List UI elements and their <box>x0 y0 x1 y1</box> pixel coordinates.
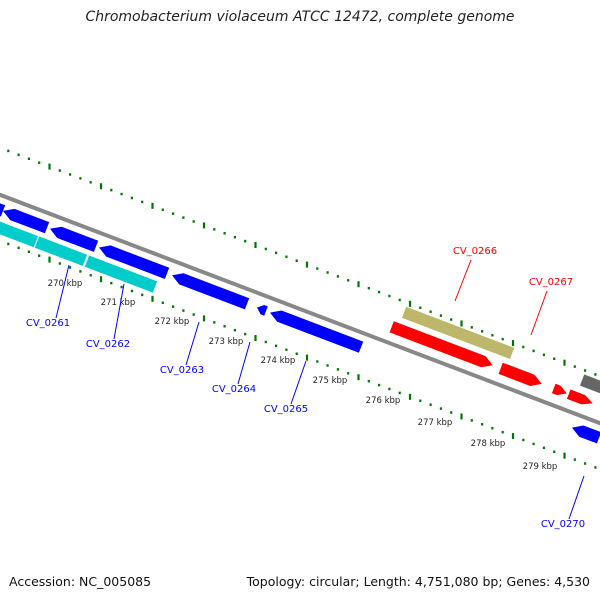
other-feature <box>580 374 600 394</box>
forward-cds-feature <box>498 362 542 386</box>
gene-label: CV_0262 <box>86 339 130 350</box>
label-leader-line <box>55 264 70 319</box>
label-leader-line <box>454 259 472 302</box>
label-leader-line <box>185 321 200 366</box>
rna-feature <box>0 221 39 248</box>
gc-ticks <box>7 149 597 469</box>
ruler-label: 275 kbp <box>313 376 348 386</box>
ruler-label: 270 kbp <box>48 279 83 289</box>
ruler-label: 272 kbp <box>155 317 190 327</box>
ruler-label: 273 kbp <box>209 337 244 347</box>
rna-feature <box>34 236 88 266</box>
reverse-cds-feature <box>3 208 50 234</box>
genome-title: Chromobacterium violaceum ATCC 12472, co… <box>85 9 515 25</box>
ruler-label: 279 kbp <box>523 462 558 472</box>
label-leader-line <box>530 290 548 336</box>
reverse-cds-feature <box>172 273 250 310</box>
gene-features <box>0 203 600 444</box>
forward-cds-feature <box>389 321 493 368</box>
gene-label: CV_0261 <box>26 318 70 329</box>
ruler-label: 278 kbp <box>471 439 506 449</box>
reverse-cds-feature <box>572 425 600 444</box>
reverse-cds-feature <box>0 203 6 217</box>
ruler-label: 274 kbp <box>261 356 296 366</box>
gene-labels: CV_0261 CV_0262 CV_0263 CV_0264 CV_0265 CV_02… <box>26 246 585 530</box>
reverse-cds-feature <box>99 245 170 279</box>
forward-cds-feature <box>551 383 567 396</box>
accession-text: Accession: NC_005085 <box>9 574 152 589</box>
gene-label: CV_0265 <box>264 404 308 415</box>
label-leader-line <box>113 283 125 340</box>
label-leader-line <box>290 360 307 405</box>
reverse-cds-feature <box>50 226 99 252</box>
ruler-labels: 270 kbp 271 kbp 272 kbp 273 kbp 274 kbp 275 k… <box>48 279 558 472</box>
label-leader-line <box>237 341 251 385</box>
ruler-label: 271 kbp <box>101 298 136 308</box>
pseudogene-feature <box>402 306 515 359</box>
gene-label: CV_0267 <box>529 277 573 288</box>
topology-text: Topology: circular; Length: 4,751,080 bp… <box>246 574 590 589</box>
forward-cds-feature <box>566 389 593 405</box>
reverse-cds-feature <box>270 310 364 353</box>
gene-label: CV_0270 <box>541 519 585 530</box>
gene-label: CV_0263 <box>160 365 204 376</box>
label-leader-line <box>568 475 585 520</box>
ruler-label: 276 kbp <box>366 396 401 406</box>
gene-label: CV_0264 <box>212 384 256 395</box>
ruler-label: 277 kbp <box>418 418 453 428</box>
rna-feature <box>84 255 158 293</box>
reverse-cds-feature <box>257 305 268 316</box>
gene-label: CV_0266 <box>453 246 497 257</box>
backbone-line <box>0 192 600 426</box>
